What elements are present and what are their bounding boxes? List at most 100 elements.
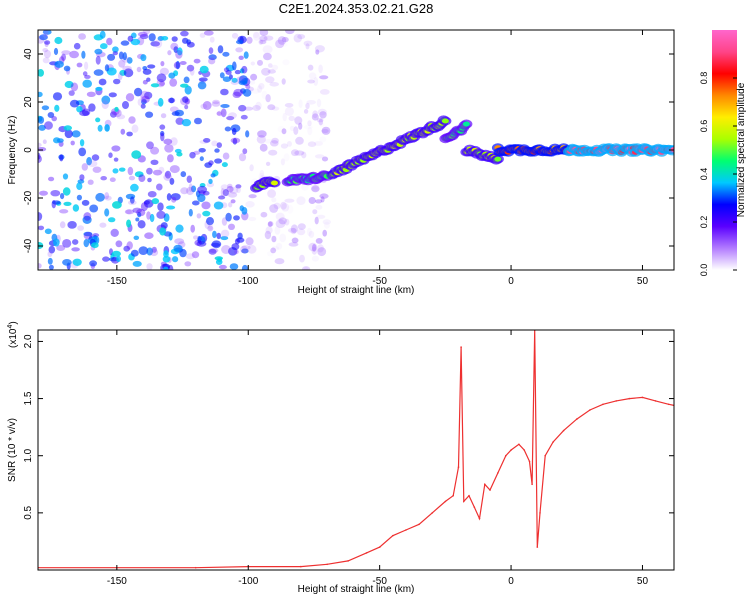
heatmap-cell [70,82,79,92]
heatmap-cell [284,103,294,108]
heatmap-cell [230,137,241,144]
heatmap-cell [226,185,234,193]
heatmap-cell [113,78,121,85]
heatmap-cell [118,59,126,68]
heatmap-cell [252,105,261,111]
heatmap-cell [210,173,216,178]
heatmap-cell [208,160,214,166]
heatmap-cell [156,183,163,191]
heatmap-cell [211,101,221,107]
heatmap-cell [126,57,133,64]
heatmap-cell [220,184,229,191]
heatmap-cell [164,170,172,179]
heatmap-cell [150,146,160,155]
heatmap-cell [208,47,214,54]
heatmap-cell [100,43,108,50]
heatmap-cell [243,106,254,111]
heatmap-cell [225,212,232,222]
heatmap-cell [217,257,222,263]
heatmap-cell [184,104,189,110]
heatmap-cell [184,261,192,267]
heatmap-cell [228,223,235,230]
heatmap-cell [303,124,313,130]
heatmap-cell [212,99,220,105]
colorbar-label: Normalized spectral amplitude [736,82,747,217]
heatmap-cell [38,152,41,160]
heatmap-cell [208,222,213,231]
heatmap-cell [69,50,79,59]
heatmap-cell [200,103,208,109]
heatmap-cell [169,97,175,104]
heatmap-cell [147,191,157,198]
heatmap-cell [227,183,233,189]
heatmap-cell [162,255,171,263]
heatmap-cell [39,34,48,41]
snr-point [431,512,434,514]
heatmap-cell [56,245,66,251]
heatmap-cell [306,100,317,105]
heatmap-cell [275,219,286,229]
snr-point [347,560,349,562]
heatmap-cell [82,215,92,224]
heatmap-cell [196,213,202,219]
heatmap-cell [311,255,319,262]
heatmap-cell [100,176,107,181]
heatmap-cell [282,59,290,66]
snr-point [528,460,531,463]
heatmap-cell [221,217,228,226]
heatmap-cell [288,242,299,247]
heatmap-cell [316,98,322,108]
snr-point [562,429,565,432]
heatmap-cell [290,227,297,235]
snr-scale-exp: 4 [7,325,14,329]
heatmap-cell [156,210,166,219]
heatmap-cell [180,187,189,195]
heatmap-cell [127,166,134,176]
heatmap-cell [315,238,323,244]
heatmap-cell [140,54,147,62]
heatmap-cell [107,53,116,61]
heatmap-cell [112,201,122,209]
heatmap-cell [73,42,81,50]
heatmap-cell [183,76,190,84]
heatmap-cell [285,30,295,35]
heatmap-cell [271,246,280,251]
heatmap-cell [147,177,152,183]
heatmap-cell [169,78,178,87]
heatmap-cell [284,218,290,226]
heatmap-cell [318,118,323,126]
heatmap-cell [52,200,61,205]
heatmap-cell [286,141,292,147]
heatmap-cell [220,229,230,238]
heatmap-cell [197,193,206,203]
heatmap-cell [68,90,75,96]
heatmap-cell [48,264,54,270]
page-title: C2E1.2024.353.02.21.G28 [278,1,434,16]
heatmap-cell [186,186,195,196]
heatmap-cell [234,249,239,255]
heatmap-cell [214,148,220,153]
heatmap-cell [250,73,258,81]
x-tick-label: -150 [107,276,127,287]
heatmap-cell [151,198,160,205]
heatmap-cell [264,139,273,144]
heatmap-cell [38,69,44,77]
heatmap-cell [113,157,119,162]
heatmap-cell [118,167,126,172]
snr-point [536,546,539,548]
heatmap-cell [317,244,324,253]
heatmap-cell [241,65,248,74]
heatmap-cell [218,264,227,270]
heatmap-cell [216,142,222,149]
heatmap-cell [236,186,241,194]
heatmap-cell [166,205,176,210]
heatmap-cell [278,217,287,225]
heatmap-cell [323,221,330,229]
heatmap-cell [99,222,107,228]
heatmap-cell [319,89,330,95]
heatmap-cell [202,101,212,110]
heatmap-cell [97,124,103,132]
heatmap-cell [307,120,312,127]
snr-point [615,400,617,402]
heatmap-cell [190,185,197,193]
